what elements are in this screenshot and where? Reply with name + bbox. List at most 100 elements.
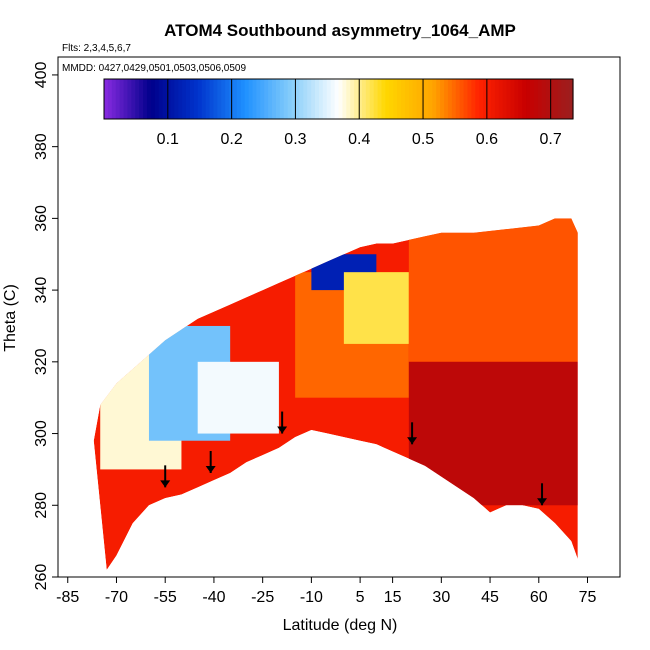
x-tick-label: -40 bbox=[202, 589, 225, 606]
colorbar-cell bbox=[139, 79, 144, 119]
x-tick-label: 45 bbox=[481, 589, 499, 606]
colorbar-cell bbox=[483, 79, 488, 119]
colorbar-cell bbox=[385, 79, 390, 119]
heatmap-cell bbox=[408, 218, 578, 362]
colorbar-cell bbox=[197, 79, 203, 119]
colorbar-cell bbox=[283, 79, 289, 119]
colorbar-cell bbox=[115, 79, 121, 119]
colorbar-cell bbox=[444, 79, 449, 119]
colorbar-cell bbox=[326, 79, 332, 119]
colorbar-tick-label: 0.6 bbox=[476, 131, 498, 148]
colorbar-cell bbox=[260, 79, 265, 119]
colorbar-cell bbox=[475, 79, 480, 119]
colorbar-tick-label: 0.4 bbox=[348, 131, 370, 148]
x-tick-label: -55 bbox=[154, 589, 177, 606]
colorbar-cell bbox=[510, 79, 515, 119]
colorbar-tick-label: 0.3 bbox=[284, 131, 306, 148]
colorbar-cell bbox=[569, 79, 574, 119]
colorbar-cell bbox=[322, 79, 328, 119]
colorbar-cell bbox=[244, 79, 250, 119]
colorbar-cell bbox=[256, 79, 261, 119]
colorbar-cell bbox=[123, 79, 129, 119]
colorbar-cell bbox=[119, 79, 125, 119]
colorbar-cell bbox=[295, 79, 301, 119]
y-tick-label: 280 bbox=[33, 492, 50, 519]
colorbar-cell bbox=[502, 79, 508, 119]
colorbar-cell bbox=[549, 79, 555, 119]
profile-arrow-head bbox=[277, 426, 288, 434]
x-tick-label: 60 bbox=[530, 589, 548, 606]
y-tick-label: 300 bbox=[33, 420, 50, 447]
colorbar-cell bbox=[463, 79, 469, 119]
colorbar-cell bbox=[358, 79, 363, 119]
colorbar-cell bbox=[346, 79, 351, 119]
colorbar-cell bbox=[432, 79, 437, 119]
colorbar-cell bbox=[498, 79, 504, 119]
x-axis-label: Latitude (deg N) bbox=[283, 617, 398, 634]
colorbar-cell bbox=[487, 79, 492, 119]
x-tick-label: -70 bbox=[105, 589, 128, 606]
colorbar-cell bbox=[209, 79, 215, 119]
colorbar-cell bbox=[182, 79, 187, 119]
colorbar-cell bbox=[330, 79, 336, 119]
colorbar-cell bbox=[401, 79, 406, 119]
colorbar-cell bbox=[440, 79, 445, 119]
x-tick-label: 75 bbox=[579, 589, 597, 606]
colorbar-cell bbox=[369, 79, 375, 119]
colorbar-cell bbox=[459, 79, 465, 119]
colorbar-tick-label: 0.1 bbox=[157, 131, 179, 148]
colorbar-cell bbox=[111, 79, 117, 119]
colorbar-cell bbox=[557, 79, 562, 119]
colorbar-cell bbox=[447, 79, 453, 119]
colorbar-cell bbox=[522, 79, 527, 119]
colorbar-cell bbox=[354, 79, 359, 119]
colorbar-cell bbox=[338, 79, 344, 119]
colorbar-cell bbox=[467, 79, 472, 119]
profile-arrow-head bbox=[160, 480, 171, 488]
colorbar-cell bbox=[193, 79, 199, 119]
colorbar-cell bbox=[178, 79, 183, 119]
colorbar-cell bbox=[225, 79, 230, 119]
y-tick-label: 340 bbox=[33, 277, 50, 304]
colorbar-cell bbox=[526, 79, 531, 119]
profile-arrow-head bbox=[537, 498, 548, 506]
colorbar-tick-label: 0.2 bbox=[220, 131, 242, 148]
colorbar-cell bbox=[318, 79, 324, 119]
y-tick-label: 260 bbox=[33, 564, 50, 591]
colorbar-cell bbox=[408, 79, 414, 119]
colorbar-cell bbox=[299, 79, 304, 119]
colorbar-cell bbox=[412, 79, 418, 119]
colorbar-tick-label: 0.5 bbox=[412, 131, 434, 148]
colorbar-cell bbox=[350, 79, 355, 119]
colorbar-cell bbox=[373, 79, 379, 119]
colorbar-cell bbox=[240, 79, 246, 119]
colorbar-cell bbox=[451, 79, 457, 119]
chart-title: ATOM4 Southbound asymmetry_1064_AMP bbox=[164, 21, 516, 40]
colorbar-cell bbox=[416, 79, 422, 119]
colorbar-cell bbox=[342, 79, 347, 119]
colorbar-cell bbox=[154, 79, 160, 119]
colorbar-cell bbox=[213, 79, 218, 119]
colorbar-cell bbox=[279, 79, 285, 119]
x-tick-label: 15 bbox=[384, 589, 402, 606]
colorbar-cell bbox=[264, 79, 269, 119]
colorbar-cell bbox=[545, 79, 551, 119]
colorbar-cell bbox=[221, 79, 226, 119]
x-tick-label: 5 bbox=[356, 589, 365, 606]
colorbar-cell bbox=[518, 79, 523, 119]
colorbar-cell bbox=[428, 79, 433, 119]
colorbar-cell bbox=[248, 79, 254, 119]
y-tick-label: 360 bbox=[33, 205, 50, 232]
colorbar-cell bbox=[436, 79, 441, 119]
colorbar-cell bbox=[127, 79, 132, 119]
y-tick-label: 320 bbox=[33, 348, 50, 375]
colorbar-cell bbox=[150, 79, 156, 119]
data-field bbox=[93, 218, 578, 570]
dates-note: MMDD: 0427,0429,0501,0503,0506,0509 bbox=[62, 63, 246, 74]
colorbar-cell bbox=[479, 79, 484, 119]
heatmap-cell bbox=[343, 272, 409, 344]
colorbar-cell bbox=[361, 79, 367, 119]
colorbar-cell bbox=[189, 79, 195, 119]
colorbar-cell bbox=[143, 79, 148, 119]
